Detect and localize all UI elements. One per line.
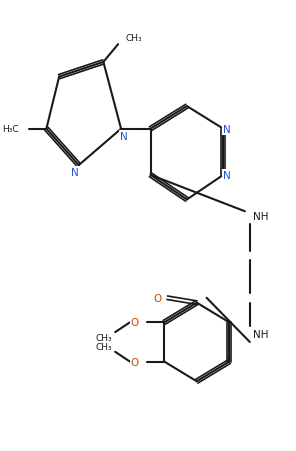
Text: H₃C: H₃C xyxy=(2,125,19,134)
Text: O: O xyxy=(153,293,162,303)
Text: NH: NH xyxy=(253,329,268,339)
Text: N: N xyxy=(223,170,231,180)
Text: O: O xyxy=(131,357,139,367)
Text: CH₃: CH₃ xyxy=(125,34,141,43)
Text: CH₃: CH₃ xyxy=(95,333,112,342)
Text: CH₃: CH₃ xyxy=(95,343,112,352)
Text: N: N xyxy=(71,168,79,178)
Text: O: O xyxy=(131,318,139,327)
Text: N: N xyxy=(223,124,231,134)
Text: N: N xyxy=(120,131,128,141)
Text: NH: NH xyxy=(253,212,268,221)
